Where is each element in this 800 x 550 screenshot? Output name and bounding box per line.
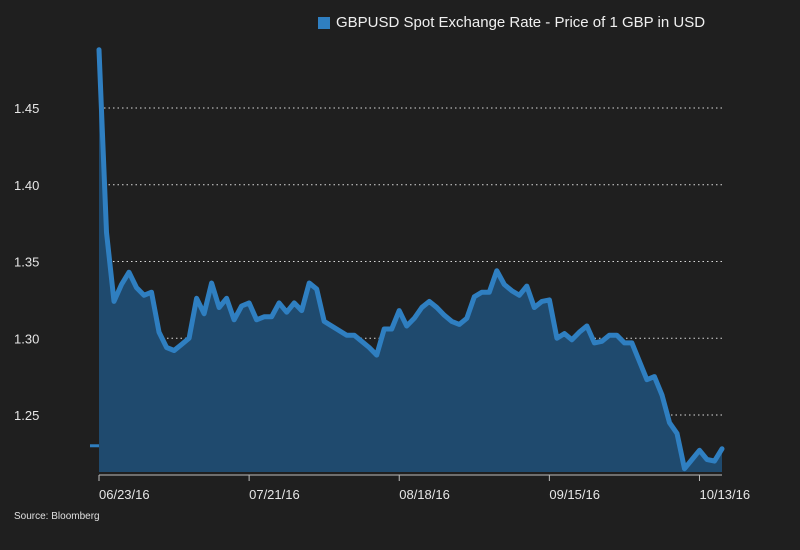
x-tick-label: 07/21/16 (249, 487, 300, 500)
series-area (99, 49, 722, 472)
y-tick-label: 1.40 (14, 178, 39, 193)
y-tick-label: 1.35 (14, 255, 39, 270)
source-note: Source: Bloomberg (14, 511, 100, 522)
legend-swatch (318, 16, 330, 29)
x-tick-label: 10/13/16 (699, 487, 750, 500)
x-tick-label: 09/15/16 (549, 487, 600, 500)
series-line (96, 47, 725, 472)
y-tick-label: 1.45 (14, 101, 39, 116)
x-tick-label: 08/18/16 (399, 487, 450, 500)
x-tick-label: 06/23/16 (99, 487, 150, 500)
chart: 1.25 1.30 1.35 1.40 1.45 06/23/16 07/21/16 08/1… (14, 47, 750, 500)
legend: GBPUSD Spot Exchange Rate - Price of 1 G… (318, 14, 705, 31)
y-tick-label: 1.25 (14, 408, 39, 423)
y-tick-label: 1.30 (14, 331, 39, 346)
legend-label: GBPUSD Spot Exchange Rate - Price of 1 G… (336, 14, 706, 31)
